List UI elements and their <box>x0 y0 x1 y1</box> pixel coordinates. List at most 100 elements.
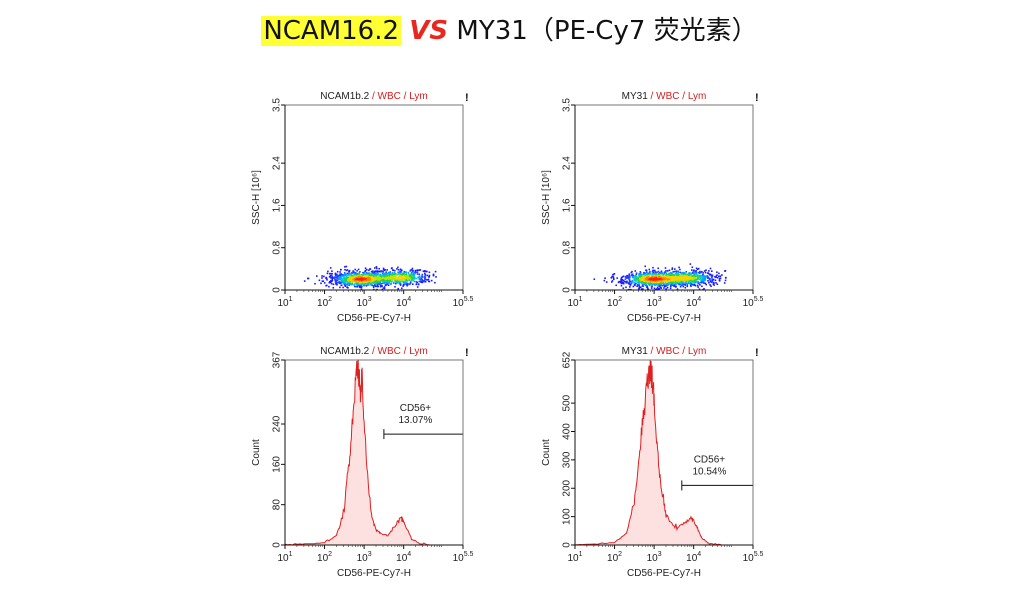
y-axis-label: Count <box>251 439 262 466</box>
scatter-point <box>692 271 694 274</box>
scatter-point <box>385 282 388 284</box>
scatter-point <box>664 281 667 284</box>
scatter-point <box>405 283 408 286</box>
scatter-point <box>356 270 358 272</box>
x-tick-label: 105.5 <box>453 296 474 309</box>
scatter-point <box>415 277 418 280</box>
scatter-point <box>347 287 349 289</box>
scatter-point <box>377 281 379 283</box>
scatter-point <box>362 274 364 276</box>
scatter-point <box>660 275 662 278</box>
scatter-point <box>348 274 351 276</box>
y-tick-label: 200 <box>562 479 573 496</box>
scatter-point <box>357 274 359 277</box>
scatter-point <box>365 272 368 275</box>
scatter-point <box>683 283 685 285</box>
scatter-point <box>404 283 407 285</box>
scatter-point <box>335 274 337 277</box>
scatter-point <box>363 283 365 286</box>
scatter-point <box>649 279 652 281</box>
scatter-point <box>350 272 352 275</box>
scatter-point <box>329 276 331 278</box>
scatter-point <box>370 275 373 277</box>
scatter-point <box>407 282 409 285</box>
scatter-point <box>389 278 391 280</box>
scatter-point <box>641 279 643 281</box>
scatter-point <box>674 273 676 276</box>
scatter-point <box>637 283 639 286</box>
scatter-point <box>693 269 695 272</box>
scatter-point <box>352 278 354 281</box>
scatter-point <box>425 270 427 273</box>
scatter-point <box>665 270 667 272</box>
scatter-point <box>349 282 352 285</box>
scatter-point <box>639 276 641 278</box>
scatter-point <box>424 280 427 283</box>
scatter-point <box>677 274 680 276</box>
scatter-point <box>376 282 379 284</box>
x-tick-label: 102 <box>607 551 622 564</box>
scatter-point <box>660 277 662 280</box>
scatter-point <box>412 272 415 274</box>
scatter-point <box>651 281 653 283</box>
scatter-point <box>668 276 671 279</box>
scatter-point <box>684 278 686 281</box>
histogram-plot-ncam: NCAM1b.2 / WBC / Lym ! CD56+13.07% 101 102 10… <box>251 346 474 579</box>
x-tick-label: 102 <box>607 296 622 309</box>
scatter-point <box>684 284 686 286</box>
scatter-point <box>667 275 670 278</box>
scatter-point <box>718 279 721 281</box>
scatter-point <box>703 278 705 281</box>
plot-title-part: / <box>648 346 656 357</box>
scatter-point <box>372 275 375 277</box>
scatter-point <box>368 275 371 278</box>
plot-title-part: MY31 <box>622 91 649 102</box>
scatter-point <box>381 279 384 281</box>
scatter-point <box>702 273 704 276</box>
scatter-point <box>403 270 406 273</box>
scatter-point <box>655 281 658 283</box>
scatter-point <box>413 271 416 274</box>
scatter-point <box>424 278 426 281</box>
title-vs: VS <box>409 16 449 46</box>
scatter-point <box>387 273 389 275</box>
scatter-point <box>665 285 668 287</box>
scatter-point <box>641 281 643 283</box>
scatter-point <box>399 270 401 273</box>
scatter-point <box>412 279 415 282</box>
scatter-point <box>382 267 385 270</box>
scatter-point <box>702 281 704 283</box>
scatter-point <box>372 282 374 284</box>
scatter-point <box>384 273 387 275</box>
scatter-point <box>355 278 357 280</box>
scatter-point <box>699 270 701 273</box>
scatter-point <box>622 282 625 285</box>
scatter-point <box>337 278 339 281</box>
scatter-point <box>645 277 648 279</box>
scatter-point <box>357 268 360 271</box>
scatter-point <box>338 274 340 277</box>
scatter-point <box>335 281 337 284</box>
scatter-point <box>427 278 430 281</box>
scatter-point <box>376 276 378 278</box>
scatter-point <box>663 287 665 289</box>
scatter-point <box>659 272 662 275</box>
scatter-point <box>644 280 647 283</box>
scatter-point <box>671 281 673 283</box>
scatter-point <box>682 285 685 288</box>
scatter-point <box>424 272 426 275</box>
histogram-line <box>284 359 432 546</box>
scatter-point <box>708 282 710 284</box>
scatter-point <box>399 273 402 275</box>
scatter-point <box>702 280 704 282</box>
scatter-point <box>419 269 422 271</box>
scatter-point <box>399 281 402 283</box>
scatter-point <box>356 284 358 286</box>
scatter-point <box>395 274 398 276</box>
scatter-point <box>640 275 642 278</box>
scatter-point <box>705 269 707 271</box>
x-axis-label: CD56-PE-Cy7-H <box>337 568 411 579</box>
scatter-point <box>400 271 402 273</box>
scatter-point <box>378 277 381 279</box>
scatter-point <box>657 267 659 270</box>
